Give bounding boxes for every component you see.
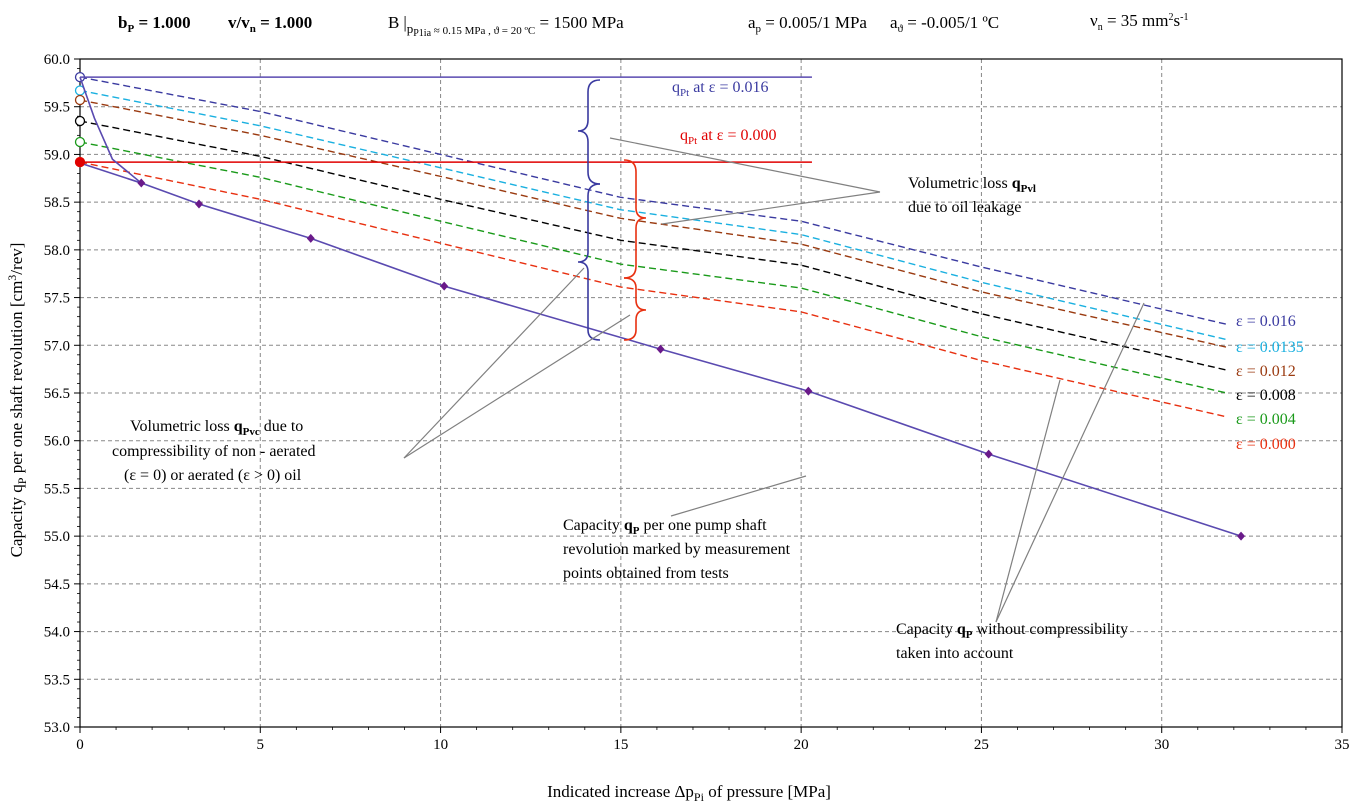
leader-leakage-a [609, 137, 881, 193]
y-tick-label: 56.0 [44, 434, 70, 450]
measured-point [1237, 531, 1246, 541]
brace-compressibility-000 [623, 277, 647, 341]
y-tick-label: 54.0 [44, 625, 70, 641]
qpt-label-016: qPt at ε = 0.016 [672, 79, 768, 99]
leader-nocomp-b [995, 302, 1145, 623]
y-tick-label: 54.5 [44, 577, 70, 593]
series-line-0016 [79, 76, 1227, 325]
qpt-label-000: qPt at ε = 0.000 [680, 127, 776, 147]
y-tick-label: 58.5 [44, 195, 70, 211]
x-tick-label: 25 [974, 737, 989, 753]
annotation-compressibility-line1: Volumetric loss qPvc due to [130, 418, 303, 438]
y-tick-label: 57.0 [44, 338, 70, 354]
brace-compressibility-016 [577, 183, 601, 341]
leader-compressibility-b [403, 314, 631, 459]
y-tick-label: 55.5 [44, 481, 70, 497]
epsilon-label: ε = 0.016 [1236, 313, 1296, 330]
measured-point [137, 178, 146, 188]
series-line-0004 [79, 141, 1227, 394]
axes: 0 5 10 15 20 25 30 35 53.0 53.5 54.0 54.5 55.0 55.5 56… [44, 52, 1350, 753]
leader-leakage-b [661, 191, 881, 225]
epsilon-labels: ε = 0.016 ε = 0.0135 ε = 0.012 ε = 0.008 ε =… [1236, 313, 1304, 453]
series-start-marker [74, 136, 86, 148]
chart-header: bP = 1.000 v/vn = 1.000 B |pP1ia ≈ 0.15 M… [118, 11, 1188, 39]
annotation-measured-line1: Capacity qP per one pump shaft [563, 517, 767, 537]
x-tick-label: 30 [1154, 737, 1169, 753]
series-start-marker [74, 94, 86, 106]
steep-curve-016 [79, 76, 142, 184]
measured-point [984, 449, 993, 459]
annotation-no-compressibility: Capacity qP without compressibility take… [896, 621, 1128, 662]
series-line-0008 [79, 120, 1227, 371]
series-start-marker [74, 115, 86, 127]
header-bp: bP = 1.000 [118, 13, 191, 35]
annotation-nocomp-line2: taken into account [896, 645, 1014, 662]
brace-leakage-000 [623, 159, 647, 279]
annotation-nocomp-line1: Capacity qP without compressibility [896, 621, 1128, 641]
header-nu: νn = 35 mm2s-1 [1090, 11, 1188, 33]
leader-compressibility-a [403, 267, 585, 459]
grid [80, 59, 1342, 727]
annotation-leakage: Volumetric loss qPvl due to oil leakage [908, 175, 1036, 216]
annotation-leakage-line1: Volumetric loss qPvl [908, 175, 1036, 195]
annotation-compressibility-line2: compressibility of non - aerated [112, 443, 316, 460]
brace-leakage-016 [577, 79, 601, 185]
header-vvn: v/vn = 1.000 [228, 13, 312, 35]
y-tick-label: 55.0 [44, 529, 70, 545]
y-tick-label: 57.5 [44, 291, 70, 307]
origin-point [75, 157, 85, 168]
x-axis-title: Indicated increase ΔpPi of pressure [MPa… [547, 782, 831, 804]
annotation-compressibility: Volumetric loss qPvc due to compressibil… [112, 418, 316, 484]
measured-point [656, 344, 665, 354]
epsilon-label: ε = 0.0135 [1236, 339, 1304, 356]
y-tick-label: 53.5 [44, 672, 70, 688]
measured-series [75, 76, 1246, 541]
epsilon-label: ε = 0.000 [1236, 436, 1296, 453]
x-tick-label: 20 [794, 737, 809, 753]
x-tick-label: 0 [76, 737, 84, 753]
y-tick-label: 56.5 [44, 386, 70, 402]
header-bulk-modulus: B |pP1ia ≈ 0.15 MPa , ϑ = 20 ºC = 1500 MP… [388, 13, 624, 39]
x-tick-label: 15 [613, 737, 628, 753]
x-tick-label: 10 [433, 737, 448, 753]
y-tick-label: 58.0 [44, 243, 70, 259]
annotation-measured-line3: points obtained from tests [563, 565, 729, 582]
series-line-0012 [79, 99, 1227, 348]
x-tick-label: 35 [1335, 737, 1350, 753]
loss-braces [577, 79, 647, 341]
annotation-measured-line2: revolution marked by measurement [563, 541, 791, 558]
annotation-compressibility-line3: (ε = 0) or aerated (ε > 0) oil [124, 467, 302, 484]
header-at: aϑ = -0.005/1 ºC [890, 13, 999, 35]
epsilon-label: ε = 0.004 [1236, 411, 1296, 428]
measured-point [194, 199, 203, 209]
leader-nocomp-a [995, 379, 1061, 623]
theoretical-capacity-lines [80, 76, 812, 163]
y-tick-label: 53.0 [44, 720, 70, 736]
epsilon-label: ε = 0.008 [1236, 387, 1296, 404]
header-ap: ap = 0.005/1 MPa [748, 13, 867, 35]
x-tick-label: 5 [257, 737, 265, 753]
annotation-leaders [403, 137, 1145, 623]
y-tick-label: 59.5 [44, 100, 70, 116]
series-line-00135 [79, 89, 1227, 341]
annotation-leakage-line2: due to oil leakage [908, 199, 1021, 216]
leader-measured [670, 475, 807, 517]
series-line-0000 [79, 161, 1227, 418]
series-layer [74, 71, 1227, 418]
annotation-measured: Capacity qP per one pump shaft revolutio… [563, 517, 791, 582]
measured-point [804, 386, 813, 396]
measured-point [306, 233, 315, 243]
y-axis-title: Capacity qP per one shaft revolution [cm… [5, 243, 29, 558]
measured-point [440, 281, 449, 291]
y-tick-label: 60.0 [44, 52, 70, 68]
y-tick-label: 59.0 [44, 147, 70, 163]
epsilon-label: ε = 0.012 [1236, 363, 1296, 380]
